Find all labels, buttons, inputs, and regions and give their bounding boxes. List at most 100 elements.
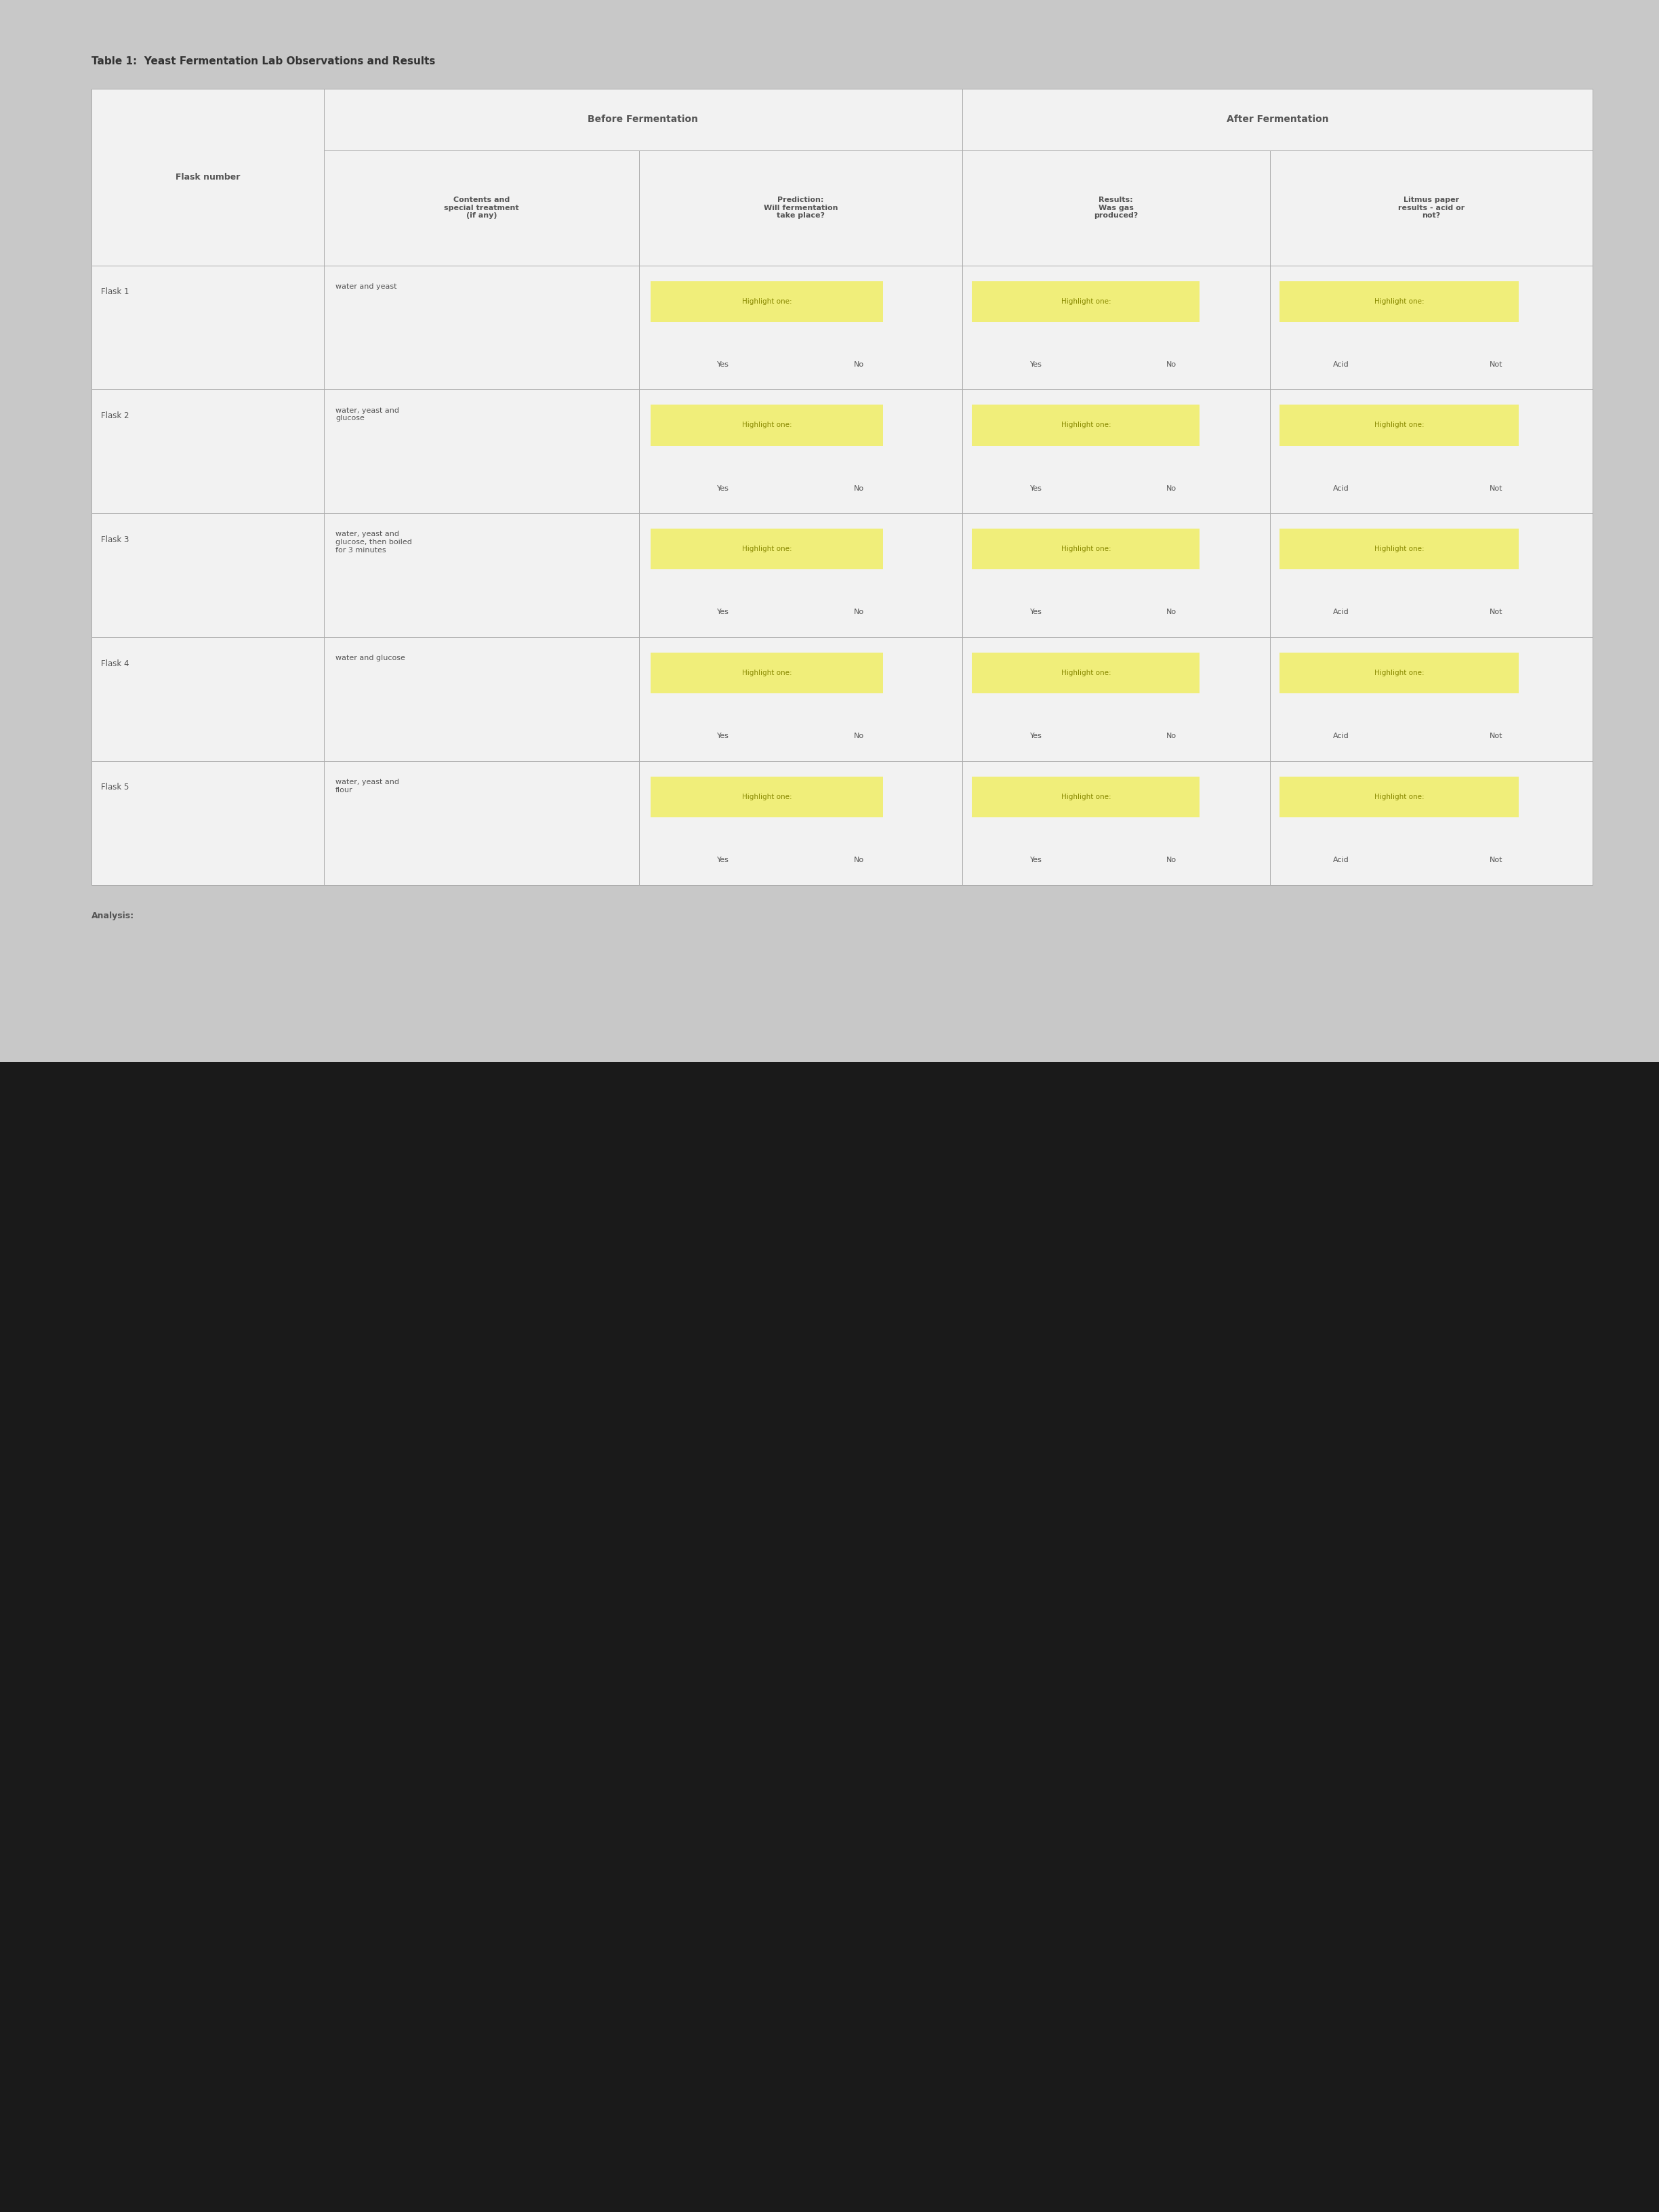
Text: Highlight one:: Highlight one: <box>1374 670 1423 677</box>
Bar <box>650 776 883 816</box>
Text: No: No <box>1166 361 1176 367</box>
Text: Table 1:  Yeast Fermentation Lab Observations and Results: Table 1: Yeast Fermentation Lab Observat… <box>91 55 435 66</box>
Text: Prediction:
Will fermentation
take place?: Prediction: Will fermentation take place… <box>763 197 838 219</box>
Bar <box>1279 281 1518 321</box>
Bar <box>91 637 324 761</box>
Bar <box>1269 761 1593 885</box>
Bar <box>639 150 962 265</box>
Bar <box>1269 389 1593 513</box>
Text: No: No <box>854 608 864 615</box>
Bar <box>650 653 883 692</box>
Text: No: No <box>854 361 864 367</box>
Text: Not: Not <box>1490 608 1503 615</box>
Text: Highlight one:: Highlight one: <box>742 422 791 429</box>
Bar <box>650 281 883 321</box>
Bar <box>91 513 324 637</box>
Text: Highlight one:: Highlight one: <box>1062 546 1112 553</box>
Text: Highlight one:: Highlight one: <box>1374 546 1423 553</box>
Text: Flask 4: Flask 4 <box>101 659 129 668</box>
Bar <box>1269 637 1593 761</box>
Bar <box>972 529 1199 568</box>
Text: Acid: Acid <box>1332 484 1349 491</box>
Bar <box>1279 776 1518 816</box>
Text: Highlight one:: Highlight one: <box>1062 794 1112 801</box>
Bar <box>962 761 1269 885</box>
Bar <box>0 1062 1659 2212</box>
Text: Highlight one:: Highlight one: <box>742 299 791 305</box>
Bar <box>324 761 639 885</box>
Bar <box>650 529 883 568</box>
Bar <box>324 265 639 389</box>
Text: No: No <box>854 484 864 491</box>
Text: Yes: Yes <box>717 484 730 491</box>
Bar <box>962 637 1269 761</box>
Bar <box>972 281 1199 321</box>
Text: Flask 1: Flask 1 <box>101 288 129 296</box>
Bar <box>91 88 324 265</box>
Text: Acid: Acid <box>1332 608 1349 615</box>
Bar <box>91 761 324 885</box>
Text: Results:
Was gas
produced?: Results: Was gas produced? <box>1093 197 1138 219</box>
Text: Highlight one:: Highlight one: <box>1062 670 1112 677</box>
Text: Highlight one:: Highlight one: <box>742 670 791 677</box>
Bar <box>1279 653 1518 692</box>
Bar <box>639 389 962 513</box>
Text: Not: Not <box>1490 361 1503 367</box>
Bar <box>962 88 1593 150</box>
Text: Yes: Yes <box>1030 856 1042 863</box>
Text: Yes: Yes <box>717 608 730 615</box>
Text: Flask 3: Flask 3 <box>101 535 129 544</box>
Text: Highlight one:: Highlight one: <box>1374 299 1423 305</box>
Bar <box>324 88 962 150</box>
Bar <box>962 513 1269 637</box>
Text: Highlight one:: Highlight one: <box>1374 422 1423 429</box>
Text: Flask 2: Flask 2 <box>101 411 129 420</box>
Bar <box>972 776 1199 816</box>
Bar <box>0 0 1659 1062</box>
Bar <box>972 653 1199 692</box>
Text: Yes: Yes <box>717 732 730 739</box>
Text: Acid: Acid <box>1332 856 1349 863</box>
Bar <box>639 637 962 761</box>
Text: Yes: Yes <box>1030 361 1042 367</box>
Text: Not: Not <box>1490 484 1503 491</box>
Bar <box>1279 405 1518 445</box>
Text: water and glucose: water and glucose <box>335 655 405 661</box>
Text: Highlight one:: Highlight one: <box>1062 299 1112 305</box>
Text: No: No <box>1166 484 1176 491</box>
Text: No: No <box>1166 856 1176 863</box>
Bar <box>1269 265 1593 389</box>
Text: Analysis:: Analysis: <box>91 911 134 920</box>
Bar <box>639 513 962 637</box>
Bar <box>1269 150 1593 265</box>
Text: No: No <box>854 732 864 739</box>
Text: Litmus paper
results - acid or
not?: Litmus paper results - acid or not? <box>1399 197 1465 219</box>
Bar <box>1269 513 1593 637</box>
Text: Acid: Acid <box>1332 732 1349 739</box>
Text: Highlight one:: Highlight one: <box>1062 422 1112 429</box>
Text: No: No <box>854 856 864 863</box>
Text: Acid: Acid <box>1332 361 1349 367</box>
Bar <box>962 265 1269 389</box>
Text: Highlight one:: Highlight one: <box>742 546 791 553</box>
Bar <box>91 389 324 513</box>
Bar <box>324 637 639 761</box>
Bar <box>972 405 1199 445</box>
Text: No: No <box>1166 608 1176 615</box>
Text: No: No <box>1166 732 1176 739</box>
Text: Highlight one:: Highlight one: <box>1374 794 1423 801</box>
Bar <box>324 150 639 265</box>
Text: Before Fermentation: Before Fermentation <box>587 115 698 124</box>
Bar <box>91 265 324 389</box>
Text: Yes: Yes <box>1030 484 1042 491</box>
Text: water, yeast and
glucose, then boiled
for 3 minutes: water, yeast and glucose, then boiled fo… <box>335 531 411 553</box>
Text: water and yeast: water and yeast <box>335 283 397 290</box>
Text: Yes: Yes <box>717 856 730 863</box>
Bar <box>1279 529 1518 568</box>
Text: Highlight one:: Highlight one: <box>742 794 791 801</box>
Text: Yes: Yes <box>1030 608 1042 615</box>
Text: Yes: Yes <box>1030 732 1042 739</box>
Bar <box>324 389 639 513</box>
Text: After Fermentation: After Fermentation <box>1226 115 1329 124</box>
Text: Flask 5: Flask 5 <box>101 783 129 792</box>
